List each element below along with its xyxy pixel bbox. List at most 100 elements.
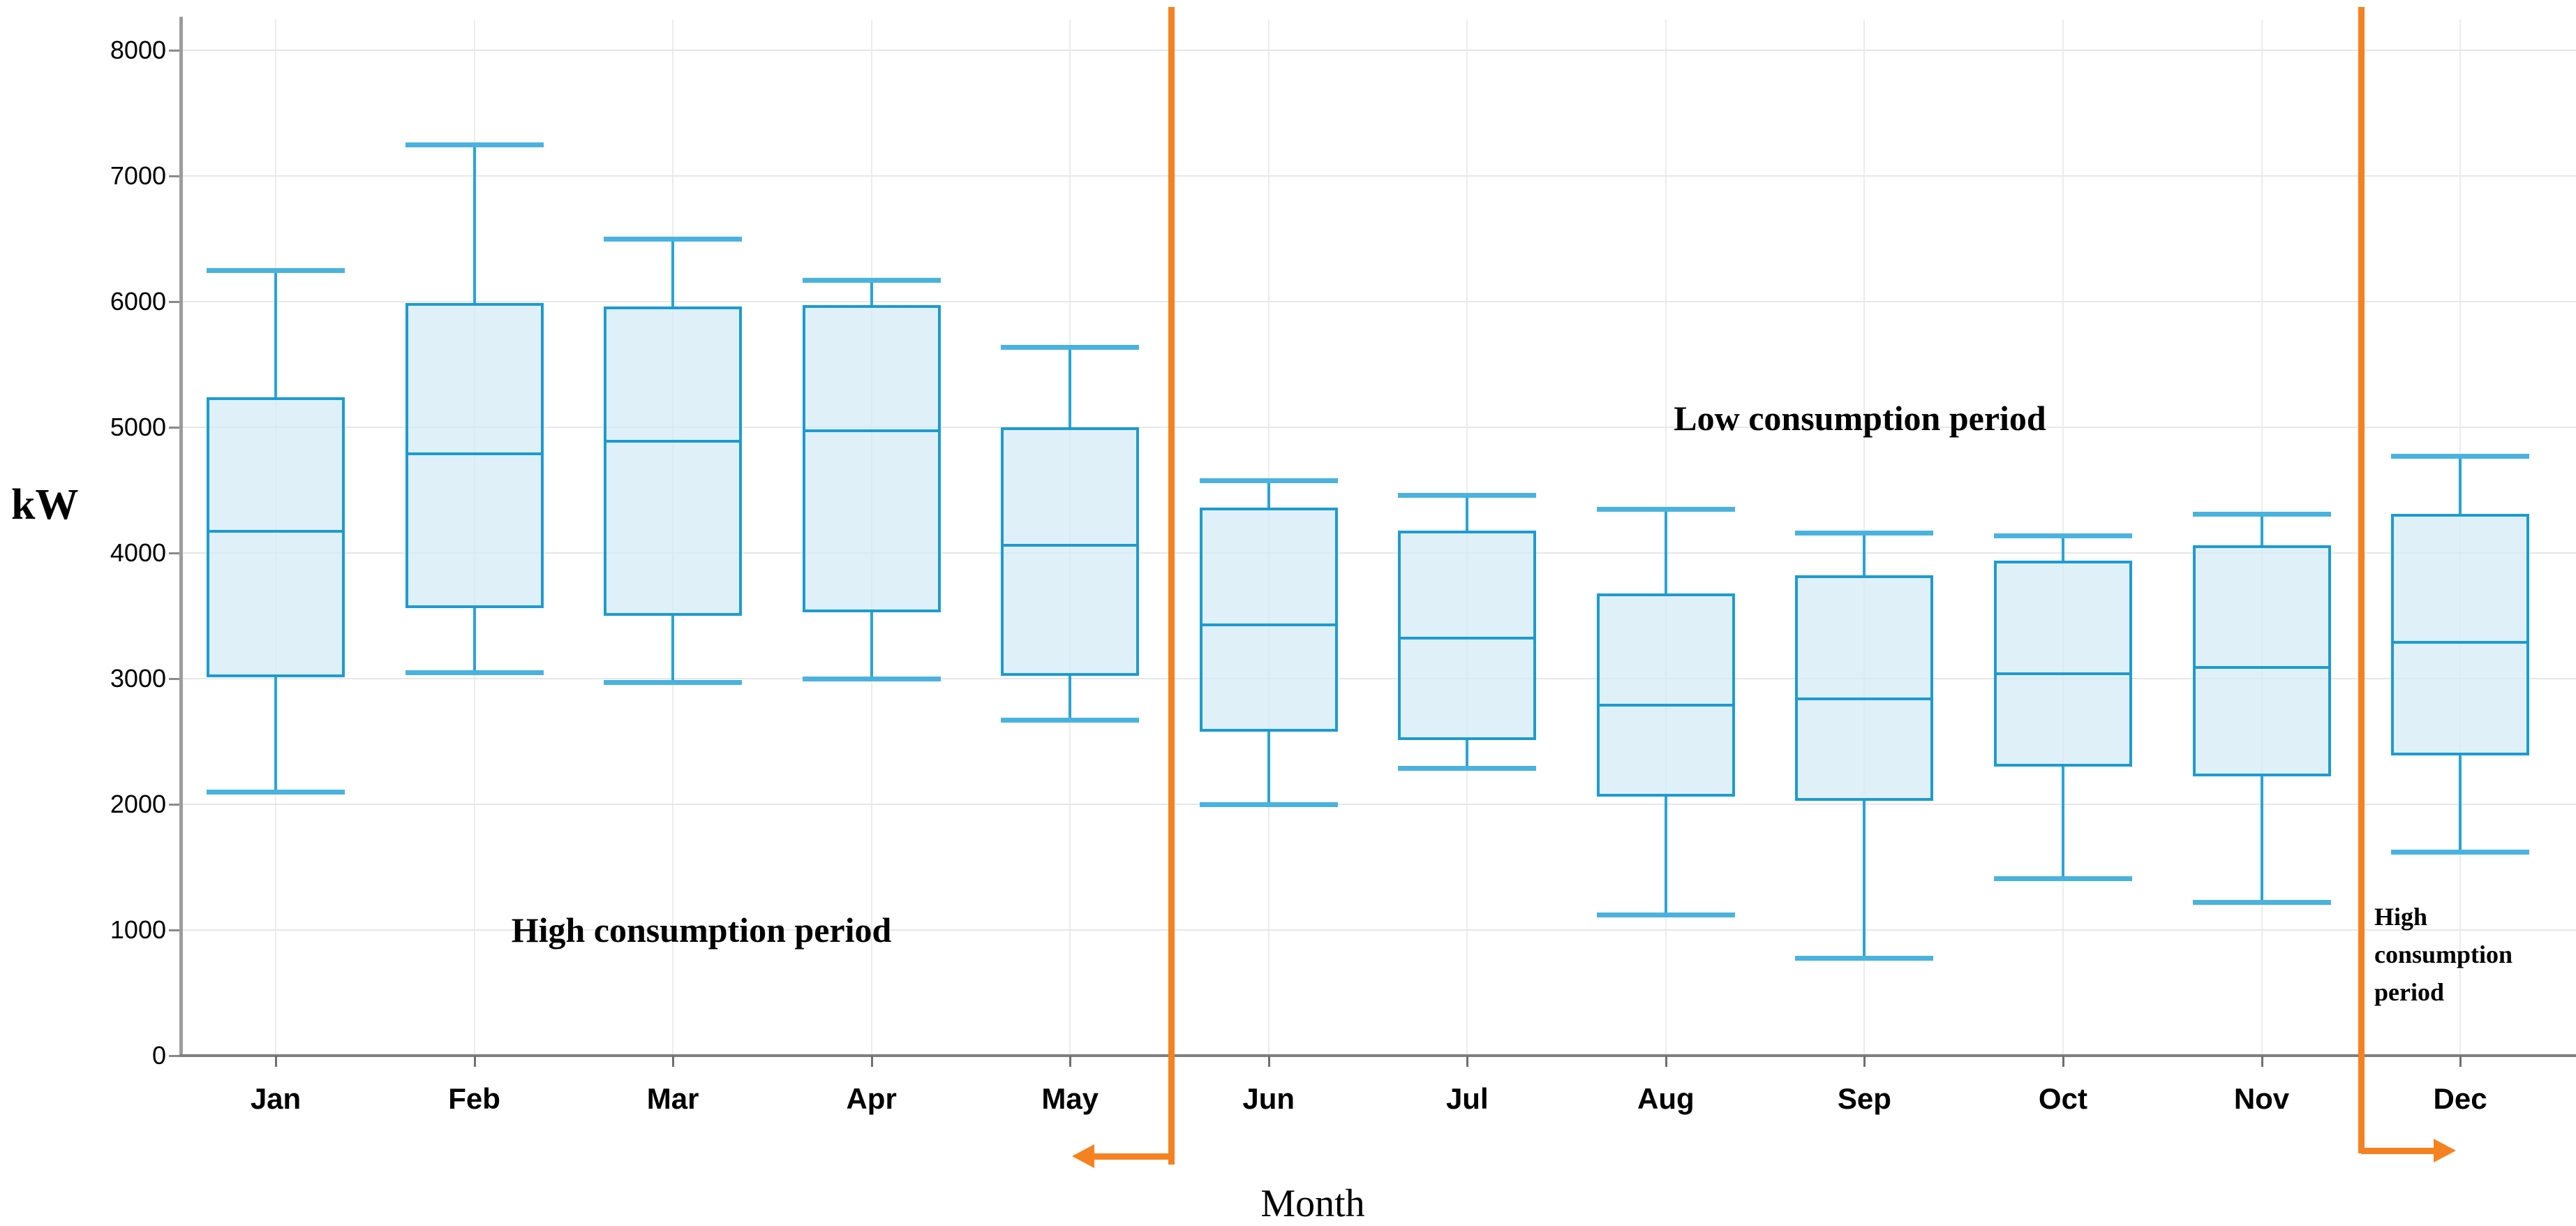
- whisker-cap-max: [1795, 531, 1934, 536]
- iqr-box: [2391, 514, 2530, 755]
- whisker-lower-line: [671, 616, 675, 683]
- x-axis-tick: [275, 1056, 277, 1067]
- annotation-high-consumption-right: High consumption period: [2374, 903, 2513, 1006]
- x-axis-month-label: Feb: [448, 1082, 500, 1115]
- median-line: [604, 439, 743, 443]
- iqr-box: [2192, 545, 2331, 777]
- iqr-box: [1398, 530, 1537, 741]
- y-axis-tick: [169, 1055, 180, 1057]
- median-line: [2391, 640, 2530, 644]
- x-axis-line: [179, 1054, 2576, 1057]
- x-axis-tick: [2062, 1056, 2064, 1067]
- x-axis-month-label: Dec: [2433, 1082, 2487, 1115]
- iqr-box: [604, 306, 743, 616]
- x-axis-month-label: Jul: [1445, 1082, 1489, 1115]
- whisker-cap-max: [1993, 533, 2132, 538]
- x-axis-tick: [1665, 1056, 1667, 1067]
- whisker-cap-min: [1596, 913, 1735, 918]
- x-axis-month-label: Oct: [2038, 1082, 2087, 1115]
- y-axis-tick-label: 6000: [110, 287, 166, 316]
- median-line: [1001, 544, 1140, 547]
- whisker-cap-max: [2391, 454, 2530, 459]
- x-axis-month-label: Apr: [846, 1082, 897, 1115]
- whisker-lower-line: [2061, 767, 2064, 879]
- whisker-upper-line: [274, 270, 277, 397]
- horizontal-gridline: [181, 301, 2576, 302]
- whisker-lower-line: [472, 608, 476, 672]
- whisker-lower-line: [1466, 740, 1469, 768]
- x-axis-month-label: Mar: [646, 1082, 699, 1115]
- y-axis-tick-label: 4000: [110, 538, 166, 567]
- whisker-upper-line: [2260, 514, 2263, 546]
- whisker-cap-max: [2192, 512, 2331, 517]
- horizontal-gridline: [181, 50, 2576, 51]
- whisker-cap-max: [405, 142, 544, 147]
- median-line: [1199, 623, 1338, 626]
- median-line: [207, 530, 345, 533]
- x-axis-month-label: Jan: [250, 1082, 301, 1115]
- whisker-upper-line: [472, 145, 476, 303]
- y-axis-tick: [169, 301, 180, 303]
- arrow-left-icon: [1072, 1144, 1094, 1168]
- whisker-cap-min: [1199, 802, 1338, 807]
- iqr-box: [1596, 593, 1735, 797]
- y-axis-title: kW: [11, 481, 79, 529]
- whisker-cap-min: [1398, 765, 1537, 771]
- y-axis-tick: [169, 175, 180, 177]
- whisker-cap-max: [1596, 507, 1735, 512]
- median-line: [2192, 665, 2331, 669]
- whisker-lower-line: [2260, 776, 2263, 903]
- y-axis-tick-label: 8000: [110, 36, 166, 64]
- iqr-box: [802, 305, 941, 612]
- y-axis-line: [179, 17, 183, 1056]
- y-axis-tick-label: 3000: [110, 664, 166, 693]
- y-axis-tick-label: 7000: [110, 161, 166, 190]
- whisker-upper-line: [1863, 533, 1866, 576]
- whisker-upper-line: [1466, 495, 1469, 531]
- whisker-upper-line: [1069, 346, 1072, 427]
- x-axis-tick: [672, 1056, 675, 1067]
- y-axis-tick-label: 1000: [110, 915, 166, 944]
- whisker-upper-line: [2061, 535, 2064, 561]
- divider-line-right: [2358, 7, 2365, 1153]
- whisker-cap-min: [604, 680, 743, 686]
- iqr-box: [405, 302, 544, 609]
- horizontal-gridline: [181, 175, 2576, 177]
- whisker-cap-min: [2391, 850, 2530, 855]
- median-line: [802, 429, 941, 433]
- whisker-cap-min: [802, 677, 941, 681]
- whisker-cap-max: [1199, 478, 1338, 483]
- whisker-cap-min: [207, 790, 345, 795]
- whisker-lower-line: [870, 612, 873, 679]
- iqr-box: [1993, 560, 2132, 767]
- whisker-cap-max: [1398, 493, 1537, 498]
- iqr-box: [1001, 427, 1140, 677]
- x-axis-tick: [1267, 1056, 1270, 1067]
- whisker-lower-line: [2459, 755, 2462, 852]
- x-axis-tick: [473, 1056, 476, 1067]
- divider-arrow-shaft-left: [1093, 1153, 1172, 1160]
- divider-arrow-shaft-right: [2361, 1148, 2434, 1154]
- annotation-low-consumption: Low consumption period: [1674, 399, 2046, 438]
- horizontal-gridline: [181, 929, 2576, 931]
- y-axis-tick: [169, 678, 180, 680]
- whisker-lower-line: [1664, 797, 1667, 915]
- median-line: [1993, 672, 2132, 675]
- x-axis-tick: [1466, 1056, 1469, 1067]
- median-line: [1596, 703, 1735, 707]
- y-axis-tick: [169, 427, 180, 429]
- whisker-cap-min: [1001, 718, 1140, 723]
- y-axis-tick: [169, 929, 180, 931]
- median-line: [1795, 697, 1934, 700]
- x-axis-month-label: Aug: [1637, 1082, 1695, 1115]
- x-axis-tick: [1863, 1056, 1866, 1067]
- horizontal-gridline: [181, 678, 2576, 679]
- y-axis-tick: [169, 50, 180, 52]
- x-axis-tick: [2459, 1056, 2462, 1067]
- x-axis-tick: [870, 1056, 873, 1067]
- horizontal-gridline: [181, 552, 2576, 554]
- whisker-upper-line: [671, 239, 675, 307]
- x-axis-month-label: May: [1041, 1082, 1099, 1115]
- whisker-cap-max: [802, 278, 941, 283]
- y-axis-tick: [169, 804, 180, 806]
